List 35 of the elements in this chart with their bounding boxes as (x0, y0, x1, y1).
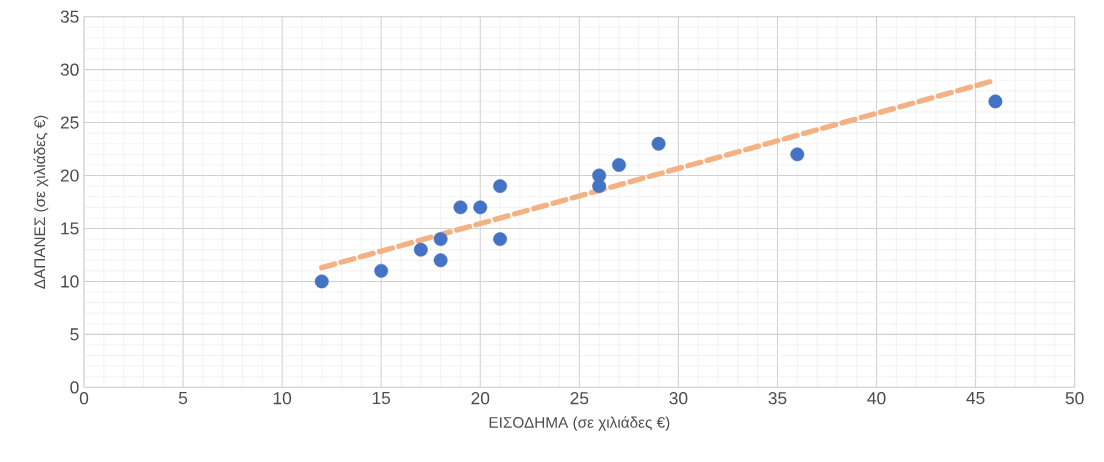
x-tick-label: 35 (768, 392, 787, 405)
point (413, 242, 428, 257)
y-tick-label: 5 (70, 328, 79, 341)
point (493, 179, 508, 194)
x-tick-label: 20 (471, 392, 490, 405)
point (433, 232, 448, 247)
x-tick-label: 5 (178, 392, 188, 405)
y-tick-label: 20 (60, 169, 79, 182)
point (493, 232, 508, 247)
x-tick-label: 15 (372, 392, 391, 405)
x-tick-label: 30 (669, 392, 688, 405)
y-tick-label: 10 (61, 275, 79, 288)
x-tick-label: 40 (867, 392, 886, 405)
x-tick-label: 0 (79, 392, 89, 405)
y-axis-title: ΔΑΠΑΝΕΣ (σε χιλιάδες €) (33, 115, 49, 289)
y-tick-label: 30 (60, 63, 79, 76)
point (612, 158, 626, 172)
point (988, 94, 1003, 109)
x-tick-label: 10 (273, 392, 292, 405)
point (592, 179, 607, 194)
x-tick-label: 25 (570, 392, 589, 405)
point (790, 147, 805, 162)
y-tick-label: 15 (61, 222, 79, 235)
x-tick-label: 45 (966, 392, 985, 405)
y-tick-label: 35 (60, 10, 79, 23)
point (433, 253, 448, 268)
point (453, 200, 468, 215)
point (473, 200, 488, 215)
y-tick-label: 25 (60, 116, 79, 129)
point (314, 274, 329, 289)
y-tick-label: 0 (70, 381, 79, 394)
point (374, 263, 389, 278)
point (651, 136, 666, 151)
x-tick-label: 50 (1065, 392, 1084, 405)
x-axis-title: ΕΙΣΟΔΗΜΑ (σε χιλιάδες €) (489, 416, 670, 431)
